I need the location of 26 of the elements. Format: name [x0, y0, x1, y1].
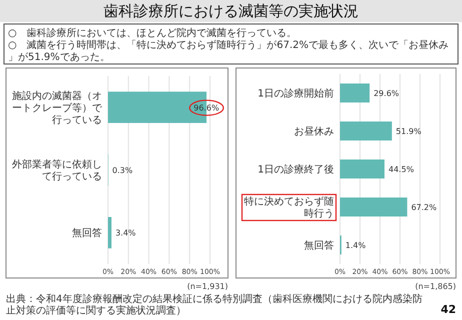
data-label: 1.4%	[345, 241, 366, 250]
data-label: 51.9%	[396, 127, 422, 136]
data-label: 3.4%	[115, 228, 136, 238]
chart-title: 歯科診療所における滅菌等の実施状況	[104, 2, 358, 20]
data-label: 67.2%	[411, 203, 438, 212]
y-tick-label: 無回答	[72, 227, 102, 240]
y-tick-label: お昼休み	[294, 126, 334, 138]
data-label: 29.6%	[374, 89, 400, 98]
bar	[340, 122, 392, 140]
y-tick-label: 1日の診療開始前	[258, 88, 334, 100]
text: (n=1,931)	[187, 282, 228, 291]
y-tick-label: 施設内の滅菌器（オートクレーブ等）で行っている	[12, 90, 103, 126]
data-label: 0.3%	[112, 166, 134, 175]
y-tick-label: 無回答	[304, 240, 334, 252]
text: 42	[440, 303, 456, 316]
source-note: 出典：令和4年度診療報酬改定の結果検証に係る特別調査（歯科医療機関における院内感染防止対策の評価等に関する実施状況調査）	[6, 293, 422, 316]
bar	[340, 84, 370, 102]
text: ○ 歯科診療所においては、ほとんど院内で滅菌を行っている。	[8, 27, 297, 39]
y-tick-label: 外部業者等に依頼して行っている	[12, 158, 102, 182]
bar	[340, 160, 384, 178]
y-tick-label: 1日の診療終了後	[258, 164, 334, 176]
bar	[340, 198, 408, 216]
data-label: 44.5%	[388, 165, 414, 174]
bar	[108, 217, 112, 248]
text: ○ 滅菌を行う時間帯は、「特に決めておらず随時行う」が67.2%で最も多く、次いで「お昼休み」が51.9%であった。	[8, 39, 448, 63]
text: (n=1,865)	[415, 282, 456, 291]
